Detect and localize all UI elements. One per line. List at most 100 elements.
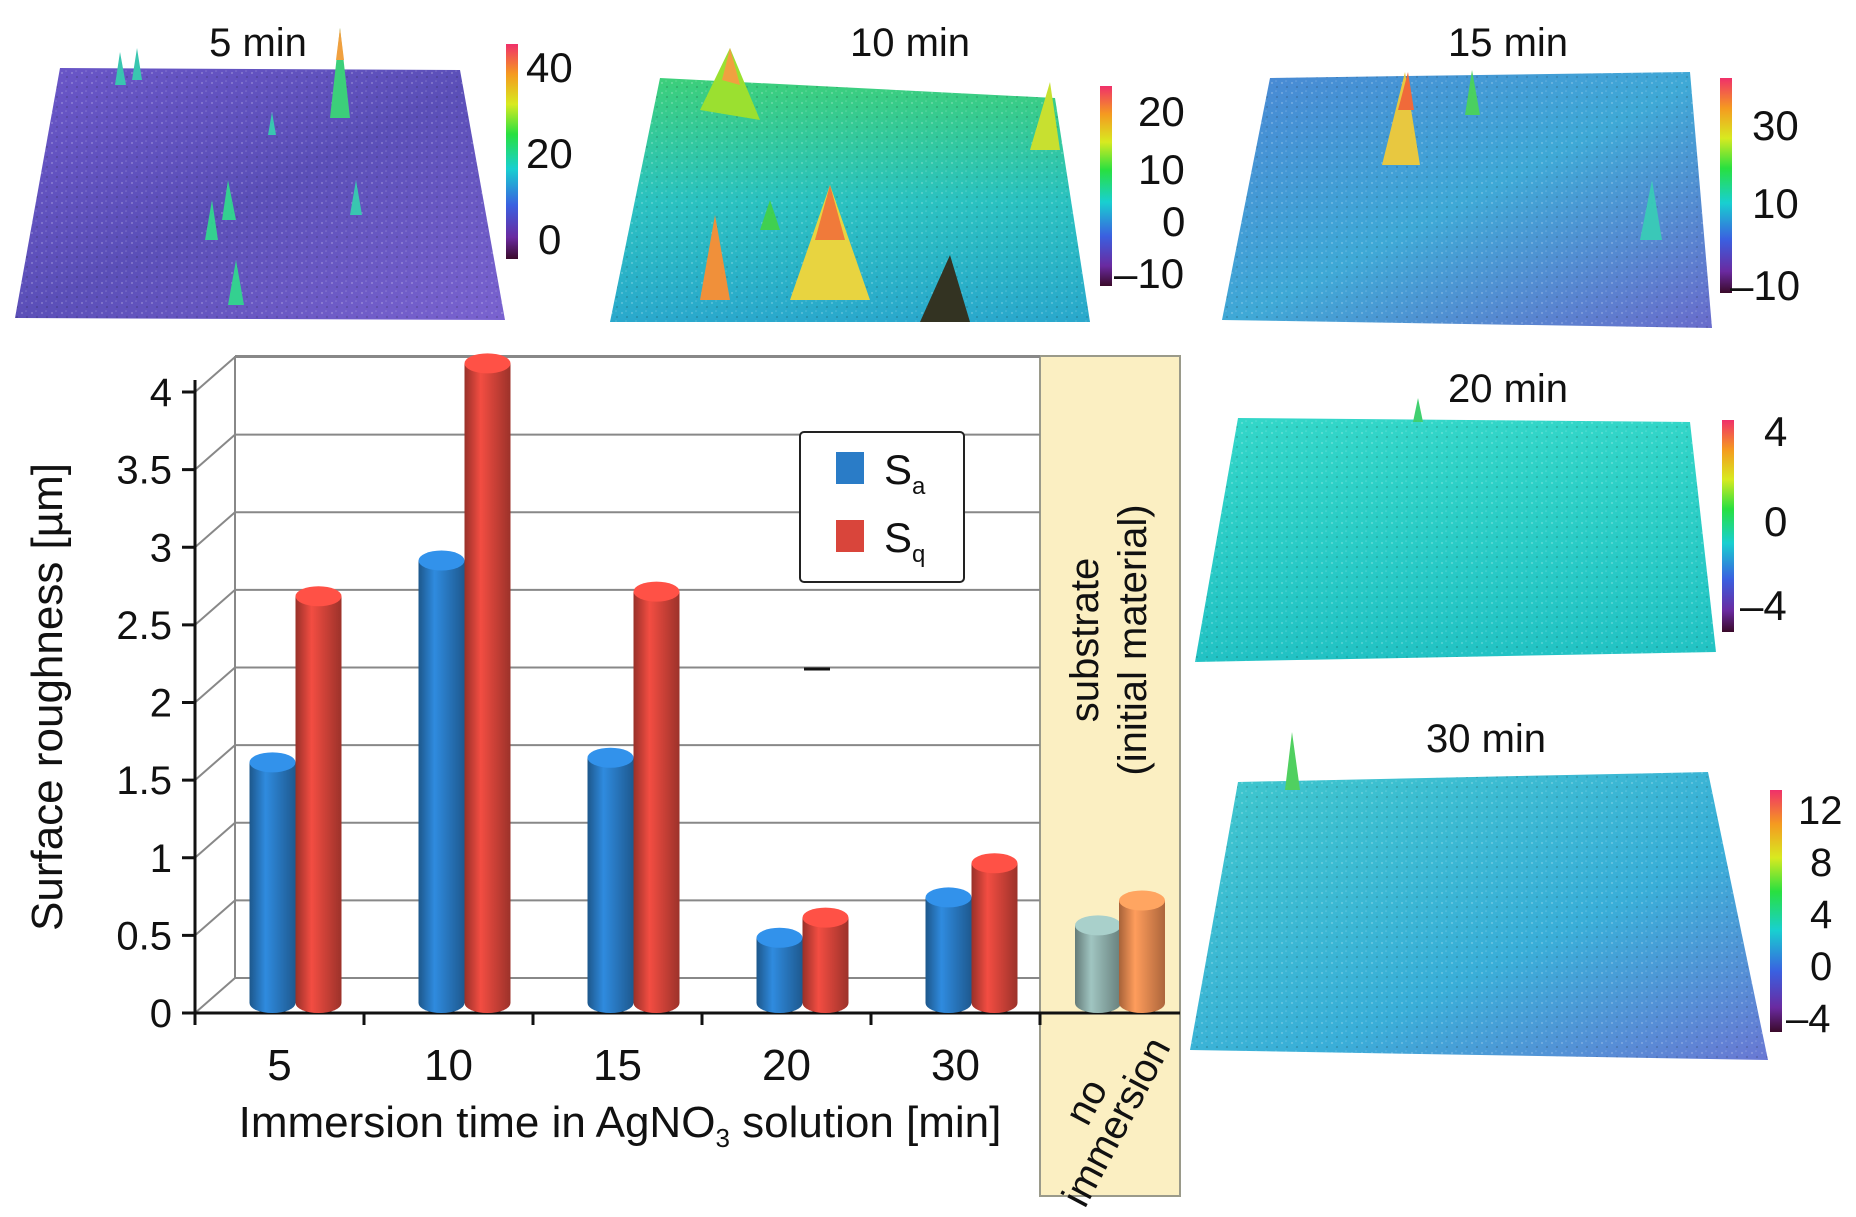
- bar-sq-30-cap: [971, 853, 1018, 874]
- y-axis-label: Surface roughness [µm]: [23, 463, 72, 931]
- bar-sa-30-body: [925, 897, 972, 1013]
- bar-substrate-sa-cap: [1075, 915, 1121, 936]
- gridline-diagonal: [194, 511, 236, 549]
- colorbar-5min: 40 20 0: [506, 44, 573, 263]
- bar-sq-20: [802, 907, 849, 1013]
- colorbar-20min: 4 0 –4: [1722, 408, 1787, 632]
- x-axis-label: Immersion time in AgNO3 solution [min]: [239, 1098, 1002, 1153]
- bar-sq-15-cap: [633, 581, 680, 602]
- legend: Sa Sq: [799, 431, 965, 583]
- bar-sq-15-body: [633, 591, 680, 1013]
- bar-sa-20-body: [756, 937, 803, 1013]
- surface-map-15min-title: 15 min: [1448, 21, 1568, 65]
- gridline-diagonal: [194, 821, 236, 859]
- y-tick-label: 0.5: [116, 914, 172, 958]
- colorbar-5min-tick: 0: [538, 216, 561, 263]
- surface-map-5min: [15, 28, 505, 320]
- colorbar-30min-tick: 4: [1810, 893, 1832, 937]
- x-axis-label-main: Immersion time in AgNO: [239, 1098, 716, 1147]
- surface-map-15min: [1222, 70, 1712, 328]
- bar-sa-15-cap: [587, 747, 634, 768]
- colorbar-20min-gradient: [1722, 420, 1734, 632]
- bar-sq-5: [295, 586, 342, 1013]
- bar-sa-15-body: [587, 757, 634, 1013]
- legend-label-sq: Sq: [884, 514, 925, 568]
- surface-10min-peaks: [700, 48, 1060, 322]
- roughness-bar-chart: 0 0.5 1 1.5 2 2.5 3 3.5 4 5 10 15 20 30 Surface roug…: [23, 353, 1181, 1214]
- bar-sa-20-cap: [756, 927, 803, 948]
- bar-sa-20: [756, 927, 803, 1013]
- surface-5min-peaks: [115, 28, 362, 305]
- colorbar-30min-tick: 0: [1810, 945, 1832, 989]
- substrate-panel: [1039, 355, 1181, 1197]
- colorbar-20min-tick: 4: [1764, 408, 1787, 455]
- colorbar-15min-tick: 30: [1752, 102, 1799, 149]
- gridline-diagonal: [194, 977, 236, 1014]
- surface-map-5min-title: 5 min: [209, 21, 307, 65]
- x-tick-label: 30: [931, 1041, 980, 1090]
- bar-sq-20-cap: [802, 907, 849, 928]
- gridline-diagonal: [194, 433, 236, 471]
- y-tick-label: 4: [150, 371, 172, 415]
- bars: [249, 353, 1165, 1013]
- surface-map-30min-title: 30 min: [1426, 717, 1546, 761]
- colorbar-30min-tick: 8: [1810, 841, 1832, 885]
- substrate-label-line1: substrate: [1063, 558, 1107, 723]
- colorbar-30min-tick: 12: [1798, 789, 1843, 833]
- colorbar-30min-tick: –4: [1786, 997, 1831, 1041]
- bar-substrate-sa-body: [1075, 925, 1121, 1013]
- y-axis-ticks: 0 0.5 1 1.5 2 2.5 3 3.5 4: [116, 371, 195, 1036]
- bar-sa-10: [418, 550, 465, 1013]
- bar-sq-5-body: [295, 596, 342, 1013]
- colorbar-10min-tick: 20: [1138, 88, 1185, 135]
- bar-sa-5: [249, 752, 296, 1013]
- x-tick-label: 10: [424, 1041, 473, 1090]
- x-axis-label-sub: 3: [715, 1123, 729, 1153]
- bar-substrate-sq: [1119, 890, 1165, 1013]
- surface-15min-peaks: [1382, 70, 1662, 240]
- legend-swatch-sq: [836, 520, 864, 552]
- colorbar-5min-tick: 40: [526, 44, 573, 91]
- bar-sa-15: [587, 747, 634, 1013]
- colorbar-10min-tick: 10: [1138, 146, 1185, 193]
- x-tick-label: 5: [267, 1041, 291, 1090]
- colorbar-5min-tick: 20: [526, 130, 573, 177]
- bar-sa-5-body: [249, 762, 296, 1013]
- bar-sq-10-cap: [464, 353, 511, 374]
- colorbar-30min-gradient: [1770, 790, 1782, 1032]
- surface-map-10min-title: 10 min: [850, 21, 970, 65]
- bar-sq-30-body: [971, 863, 1018, 1013]
- bar-sa-10-body: [418, 560, 465, 1013]
- legend-swatch-sa: [836, 452, 864, 484]
- x-tick-label: 20: [762, 1041, 811, 1090]
- bar-sq-15: [633, 581, 680, 1013]
- gridline-diagonal: [194, 356, 236, 393]
- colorbar-30min: 12 8 4 0 –4: [1770, 789, 1843, 1041]
- surface-map-30min: [1190, 732, 1768, 1060]
- bar-sq-10: [464, 353, 511, 1013]
- colorbar-15min-gradient: [1720, 78, 1732, 293]
- colorbar-15min: 30 10 –10: [1720, 78, 1800, 309]
- substrate-label-line2: (initial material): [1111, 504, 1155, 775]
- x-axis-label-tail: solution [min]: [730, 1098, 1001, 1147]
- colorbar-15min-tick: 10: [1752, 180, 1799, 227]
- y-tick-label: 1: [150, 837, 172, 881]
- colorbar-15min-tick: –10: [1730, 262, 1800, 309]
- gridline-diagonal: [194, 744, 236, 781]
- colorbar-20min-tick: 0: [1764, 498, 1787, 545]
- bar-sq-20-body: [802, 917, 849, 1013]
- colorbar-20min-tick: –4: [1740, 582, 1787, 629]
- legend-box: [799, 431, 965, 583]
- y-tick-label: 3.5: [116, 449, 172, 493]
- bar-sa-10-cap: [418, 550, 465, 571]
- y-tick-label: 2: [150, 682, 172, 726]
- colorbar-10min-tick: 0: [1162, 198, 1185, 245]
- x-axis-ticks: 5 10 15 20 30: [193, 1013, 1042, 1090]
- bar-substrate-sq-cap: [1119, 890, 1165, 911]
- y-tick-label: 2.5: [116, 604, 172, 648]
- colorbar-10min: 20 10 0 –10: [1100, 86, 1185, 297]
- surface-maps: 40 20 0 5 min 20 10 0 –10: [15, 21, 1843, 1060]
- surface-map-20min: [1195, 398, 1716, 662]
- bar-sq-30: [971, 853, 1018, 1013]
